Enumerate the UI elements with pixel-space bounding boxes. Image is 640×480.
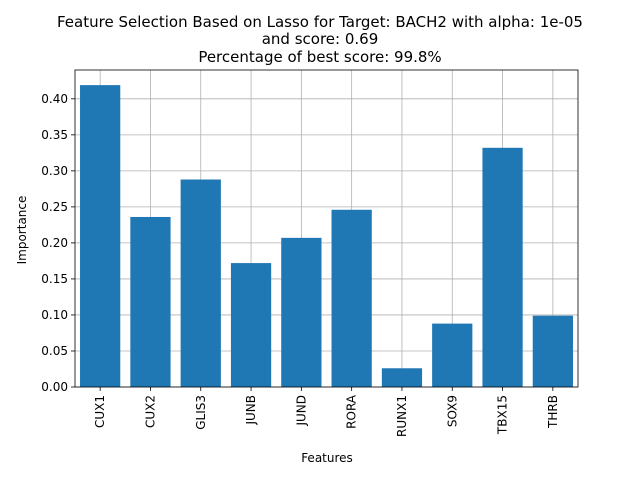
x-tick-label: JUND [294, 395, 308, 427]
bar-runx1 [381, 368, 423, 387]
bar-tbx15 [482, 147, 523, 387]
y-tick-label: 0.15 [41, 272, 68, 286]
x-tick-label: RUNX1 [395, 395, 409, 437]
bar-rora [331, 209, 372, 387]
y-tick-label: 0.25 [41, 200, 68, 214]
x-tick-label: THRB [546, 395, 560, 429]
bar-jund [281, 237, 322, 387]
y-tick-label: 0.20 [41, 236, 68, 250]
x-tick-label: GLIS3 [194, 395, 208, 430]
x-tick-label: TBX15 [496, 395, 510, 435]
y-tick-label: 0.40 [41, 92, 68, 106]
bar-thrb [532, 315, 573, 387]
chart-title-line-3: Percentage of best score: 99.8% [198, 48, 441, 66]
bar-cux2 [130, 216, 171, 387]
bar-cux1 [80, 85, 121, 387]
y-tick-label: 0.00 [41, 380, 68, 394]
x-tick-label: RORA [345, 394, 359, 429]
x-tick-label: CUX2 [143, 395, 157, 428]
chart-title: Feature Selection Based on Lasso for Tar… [57, 13, 583, 66]
plot-frame [74, 69, 579, 388]
y-tick-label: 0.30 [41, 164, 68, 178]
x-tick-label: CUX1 [93, 395, 107, 428]
bar-layer [80, 85, 573, 387]
y-tick-label: 0.10 [41, 308, 68, 322]
axis-layer [71, 69, 579, 391]
x-axis-label: Features [301, 451, 353, 465]
chart-title-line-1: Feature Selection Based on Lasso for Tar… [57, 13, 583, 31]
y-tick-labels: 0.00 0.05 0.10 0.15 0.20 0.25 0.30 0.35 0.40 [41, 92, 68, 394]
y-tick-label: 0.05 [41, 344, 68, 358]
bar-junb [230, 263, 272, 387]
x-tick-label: JUNB [244, 395, 258, 426]
y-axis-label: Importance [15, 196, 29, 265]
x-tick-label: SOX9 [445, 395, 459, 427]
chart-title-line-2: and score: 0.69 [262, 30, 379, 48]
bar-glis3 [180, 179, 221, 387]
x-tick-labels: CUX1 CUX2 GLIS3 JUNB JUND RORA RUNX1 SOX9 TBX15 T… [93, 394, 560, 437]
y-tick-label: 0.35 [41, 128, 68, 142]
bar-sox9 [432, 323, 473, 387]
